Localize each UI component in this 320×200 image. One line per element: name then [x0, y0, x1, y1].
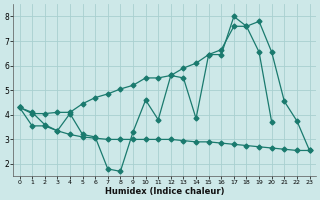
X-axis label: Humidex (Indice chaleur): Humidex (Indice chaleur): [105, 187, 224, 196]
